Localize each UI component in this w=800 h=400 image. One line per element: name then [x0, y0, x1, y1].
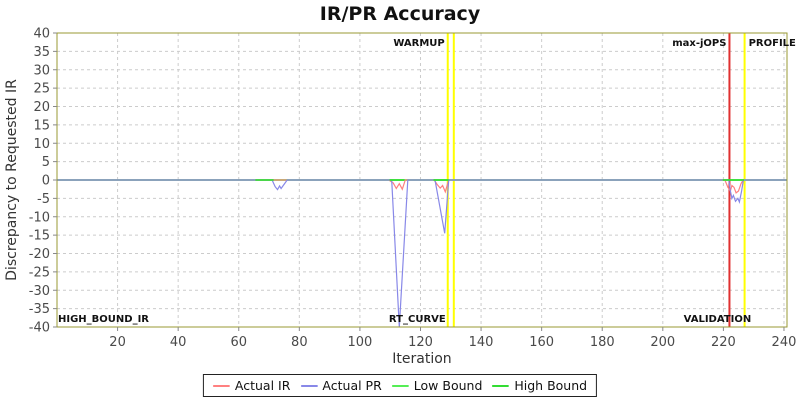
phase-label-max-jops: max-jOPS — [672, 38, 726, 49]
y-tick-label: 35 — [33, 45, 50, 60]
y-tick-label: -15 — [29, 229, 50, 244]
phase-label-validation: VALIDATION — [684, 314, 752, 325]
series-actual-pr — [57, 179, 787, 328]
x-tick-label: 40 — [170, 335, 187, 350]
y-tick-label: 0 — [42, 174, 50, 189]
legend-item-high-bound: High Bound — [492, 378, 587, 393]
y-tick-label: -35 — [29, 302, 50, 317]
x-axis-title: Iteration — [392, 351, 452, 367]
y-tick-label: -20 — [29, 247, 50, 262]
series-actual-ir — [57, 179, 787, 194]
y-tick-label: 30 — [33, 63, 50, 78]
phase-label-profile: PROFILE — [749, 38, 796, 49]
legend-item-actual-ir: Actual IR — [212, 378, 291, 393]
y-tick-label: 40 — [33, 27, 50, 42]
x-tick-label: 80 — [291, 335, 308, 350]
x-tick-label: 180 — [590, 335, 615, 350]
legend-swatch-actual-pr — [300, 384, 318, 387]
x-tick-label: 60 — [230, 335, 247, 350]
y-tick-label: 15 — [33, 118, 50, 133]
legend-label: High Bound — [514, 378, 588, 393]
y-tick-label: -25 — [29, 265, 50, 280]
x-tick-label: 20 — [109, 335, 126, 350]
y-tick-label: -5 — [37, 192, 50, 207]
x-tick-label: 140 — [469, 335, 494, 350]
x-tick-label: 240 — [772, 335, 797, 350]
legend: Actual IR Actual PR Low Bound High Bound — [202, 374, 598, 397]
legend-swatch-low-bound — [391, 384, 409, 387]
legend-label: Actual PR — [322, 378, 382, 393]
phase-label-high-bound-ir: HIGH_BOUND_IR — [58, 314, 149, 325]
y-tick-label: -10 — [29, 210, 50, 225]
x-tick-label: 200 — [650, 335, 675, 350]
legend-item-actual-pr: Actual PR — [300, 378, 382, 393]
legend-swatch-high-bound — [492, 384, 510, 387]
legend-label: Actual IR — [234, 378, 291, 393]
phase-label-rt-curve: RT_CURVE — [389, 314, 446, 325]
legend-label: Low Bound — [413, 378, 483, 393]
phase-label-warmup: WARMUP — [393, 38, 444, 49]
legend-item-low-bound: Low Bound — [391, 378, 483, 393]
x-tick-label: 100 — [347, 335, 372, 350]
y-tick-label: 20 — [33, 100, 50, 115]
chart-title: IR/PR Accuracy — [319, 3, 481, 25]
y-tick-label: 5 — [42, 155, 50, 170]
y-tick-label: 25 — [33, 82, 50, 97]
x-tick-label: 160 — [529, 335, 554, 350]
legend-swatch-actual-ir — [212, 384, 230, 387]
y-tick-label: -40 — [29, 321, 50, 336]
y-tick-label: -30 — [29, 284, 50, 299]
x-tick-label: 120 — [408, 335, 433, 350]
y-tick-label: 10 — [33, 137, 50, 152]
x-tick-label: 220 — [711, 335, 736, 350]
